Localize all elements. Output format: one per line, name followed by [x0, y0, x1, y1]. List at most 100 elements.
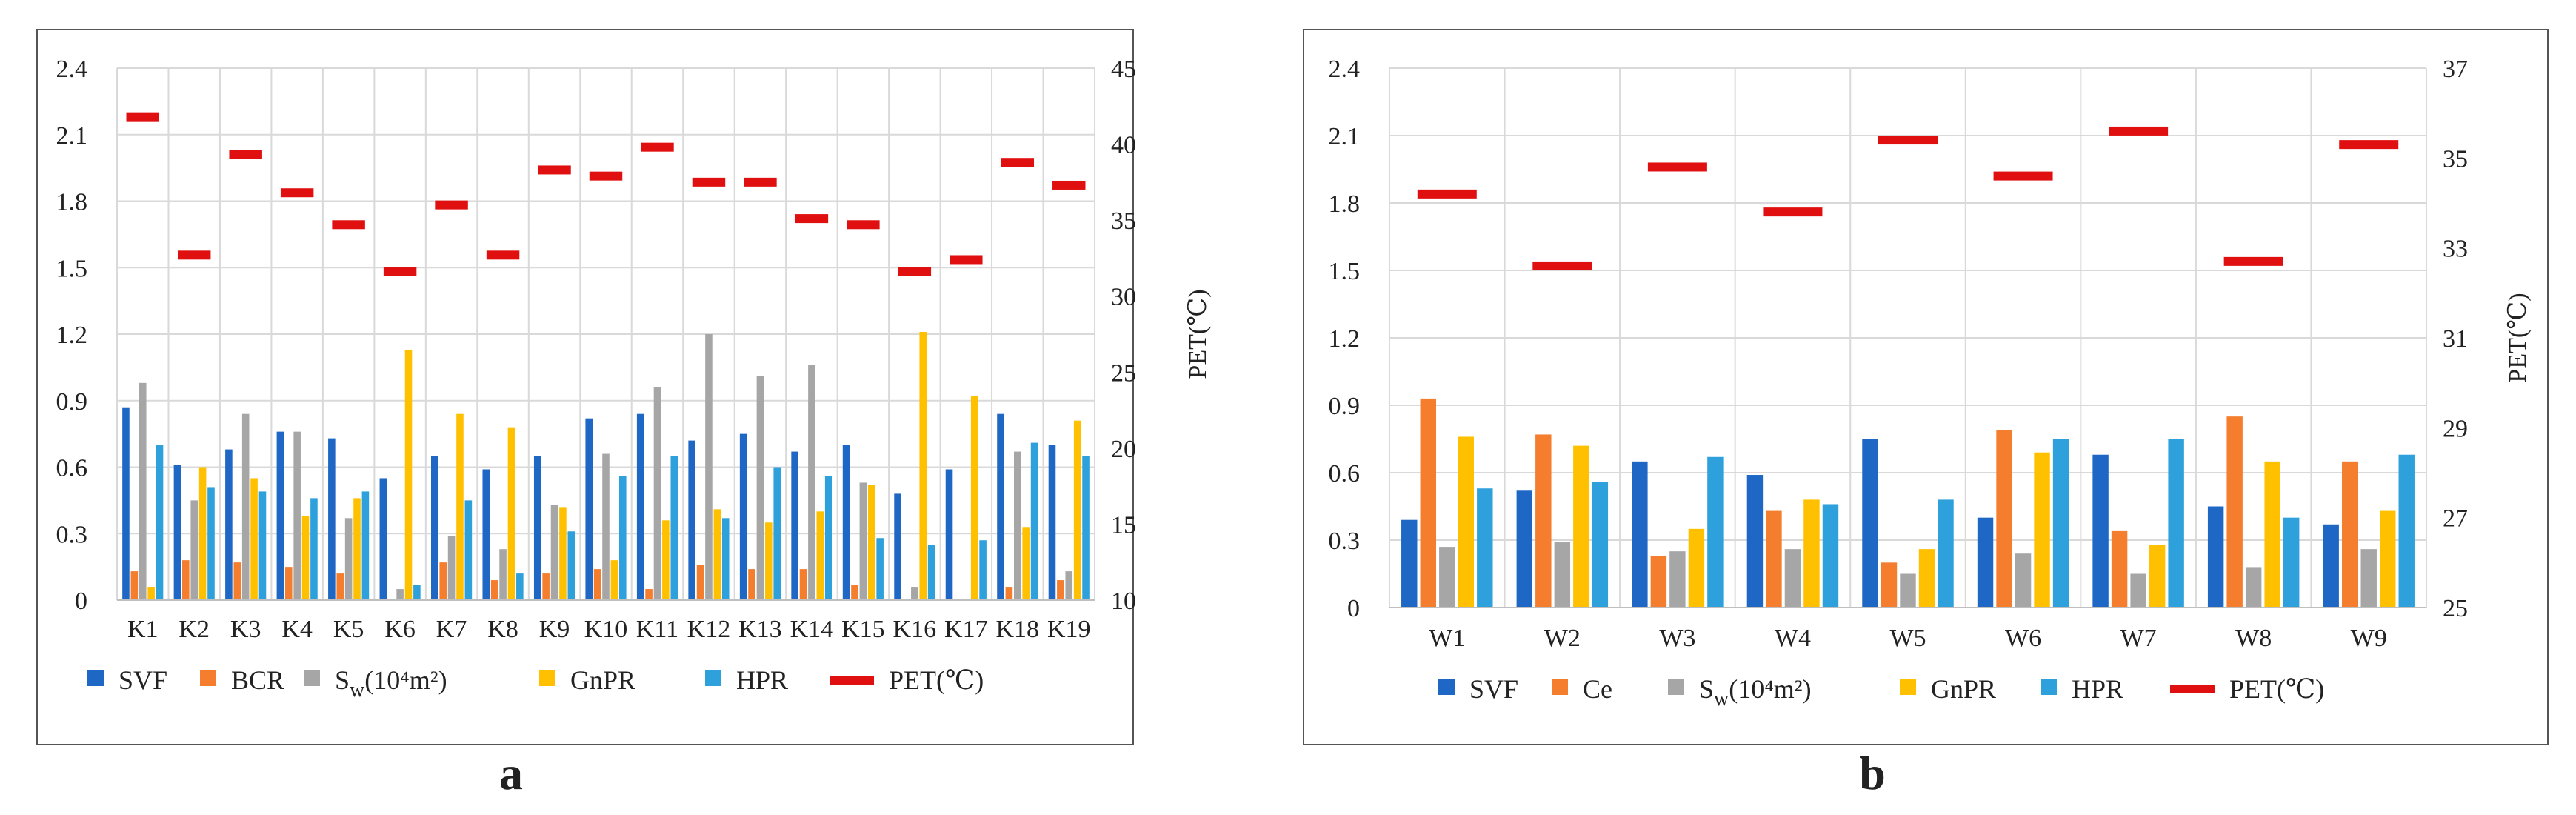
- x-tick-label: K7: [436, 616, 467, 643]
- y-tick-label: 1.2: [1329, 325, 1361, 353]
- bar-svf-k17: [945, 469, 953, 600]
- y2-tick-label: 20: [1111, 436, 1136, 463]
- pet-marker-w4: [1763, 207, 1823, 217]
- bar-gnpr-k6: [404, 349, 413, 600]
- legend-label-hpr: HPR: [2072, 674, 2123, 704]
- bar-bcr-k4: [284, 567, 293, 600]
- legend-swatch-hpr: [2041, 679, 2057, 695]
- bar-svf-k12: [688, 440, 695, 600]
- bar-bcr-k14: [799, 569, 807, 600]
- pet-marker-k11: [641, 142, 674, 152]
- y2-tick-label: 45: [1111, 56, 1136, 83]
- bar-gnpr-k17: [970, 396, 978, 600]
- bar-gnpr-w9: [2380, 510, 2396, 608]
- bar-gnpr-k8: [507, 427, 515, 600]
- bar-hpr-w3: [1707, 456, 1724, 608]
- x-tick-label: K6: [384, 616, 416, 643]
- legend-label-gnpr: GnPR: [1931, 674, 1996, 704]
- pet-marker-k19: [1052, 180, 1086, 190]
- x-tick-label: W2: [1544, 625, 1581, 652]
- bar-gnpr-w1: [1458, 436, 1475, 608]
- x-tick-label: K12: [687, 616, 731, 643]
- bar-sw-k19: [1065, 571, 1073, 600]
- bar-sw-k8: [499, 549, 507, 600]
- x-tick-label: W5: [1889, 625, 1926, 652]
- y2-tick-label: 25: [1111, 359, 1136, 387]
- bar-sw-w2: [1554, 542, 1571, 608]
- bar-gnpr-k14: [816, 511, 824, 600]
- bar-gnpr-k15: [867, 485, 875, 600]
- x-tick-label: W8: [2235, 625, 2272, 652]
- panel-label: b: [1859, 747, 1886, 799]
- bar-sw-w4: [1784, 549, 1801, 608]
- bar-bcr-k8: [490, 580, 498, 600]
- bar-svf-k2: [173, 465, 181, 600]
- bar-gnpr-w3: [1688, 528, 1705, 608]
- pet-marker-k2: [177, 250, 211, 260]
- legend-label-sw: Sw(10⁴m²): [335, 665, 447, 702]
- bar-sw-k5: [344, 518, 353, 600]
- legend-label-sw: Sw(10⁴m²): [1699, 674, 1812, 711]
- bar-hpr-k6: [413, 585, 421, 600]
- bar-sw-k14: [808, 365, 815, 600]
- bar-sw-k1: [139, 382, 147, 600]
- bar-gnpr-w2: [1573, 445, 1589, 608]
- x-tick-label: K9: [539, 616, 570, 643]
- pet-marker-k1: [126, 112, 159, 122]
- bar-sw-w5: [1900, 573, 1916, 608]
- bar-bcr-k19: [1057, 580, 1064, 600]
- legend-label-gnpr: GnPR: [570, 665, 635, 695]
- bar-sw-w6: [2015, 553, 2032, 608]
- chart-panel-a: 0 0.3 0.6 0.9 1.2 1.5 1.8 2.1 2.4 10 15 20 25 30 35 40 4…: [36, 29, 1212, 799]
- bar-sw-k15: [859, 482, 867, 600]
- bar-hpr-k11: [670, 456, 678, 600]
- bar-sw-w7: [2130, 573, 2146, 608]
- x-tick-label: K5: [333, 616, 364, 643]
- bar-svf-k13: [739, 433, 747, 600]
- bar-gnpr-k10: [610, 560, 618, 600]
- y-tick-label: 1.5: [1329, 258, 1361, 285]
- pet-marker-w3: [1647, 162, 1707, 172]
- bar-gnpr-k7: [456, 413, 464, 600]
- pet-marker-k13: [744, 177, 777, 187]
- bar-gnpr-k3: [250, 478, 258, 600]
- pet-marker-k12: [692, 177, 726, 187]
- x-tick-label: K16: [893, 616, 937, 643]
- bar-gnpr-k5: [353, 498, 361, 600]
- bar-bcr-k1: [130, 571, 139, 600]
- bar-sw-w1: [1439, 547, 1455, 608]
- pet-marker-k5: [332, 220, 365, 230]
- bar-gnpr-k1: [147, 587, 155, 600]
- y2-tick-label: 30: [1111, 284, 1136, 311]
- bar-gnpr-w7: [2149, 545, 2166, 608]
- y2-axis-label: PET(℃): [1184, 289, 1212, 379]
- bar-gnpr-k16: [919, 332, 927, 600]
- bar-sw-k2: [190, 500, 198, 600]
- bar-hpr-k13: [773, 467, 781, 600]
- x-tick-label: W9: [2351, 625, 2387, 652]
- legend-swatch-sw: [304, 670, 320, 686]
- x-tick-label: K11: [636, 616, 678, 643]
- bar-gnpr-k11: [662, 520, 670, 600]
- pet-marker-w6: [1993, 171, 2053, 181]
- x-tick-label: W4: [1775, 625, 1811, 652]
- bar-hpr-k18: [1030, 442, 1038, 600]
- bar-hpr-w9: [2398, 454, 2415, 608]
- pet-marker-k8: [486, 250, 520, 260]
- bar-svf-k15: [842, 445, 850, 600]
- legend-label-ce: Ce: [1583, 674, 1612, 704]
- bar-ce-w2: [1535, 434, 1552, 608]
- legend-label-bcr: BCR: [231, 665, 284, 695]
- legend-swatch-pet: [2170, 685, 2215, 693]
- bar-gnpr-k2: [198, 467, 207, 600]
- bar-svf-w7: [2092, 454, 2109, 608]
- legend-label-hpr: HPR: [736, 665, 788, 695]
- pet-marker-k3: [229, 150, 262, 159]
- legend-swatch-pet: [830, 676, 874, 685]
- y2-axis-label: PET(℃): [2504, 293, 2532, 382]
- bar-bcr-k13: [748, 569, 755, 600]
- bar-gnpr-k12: [713, 509, 721, 600]
- y-tick-label: 0: [75, 588, 87, 615]
- y-tick-label: 0.3: [56, 521, 88, 548]
- y2-tick-label: 35: [1111, 207, 1136, 235]
